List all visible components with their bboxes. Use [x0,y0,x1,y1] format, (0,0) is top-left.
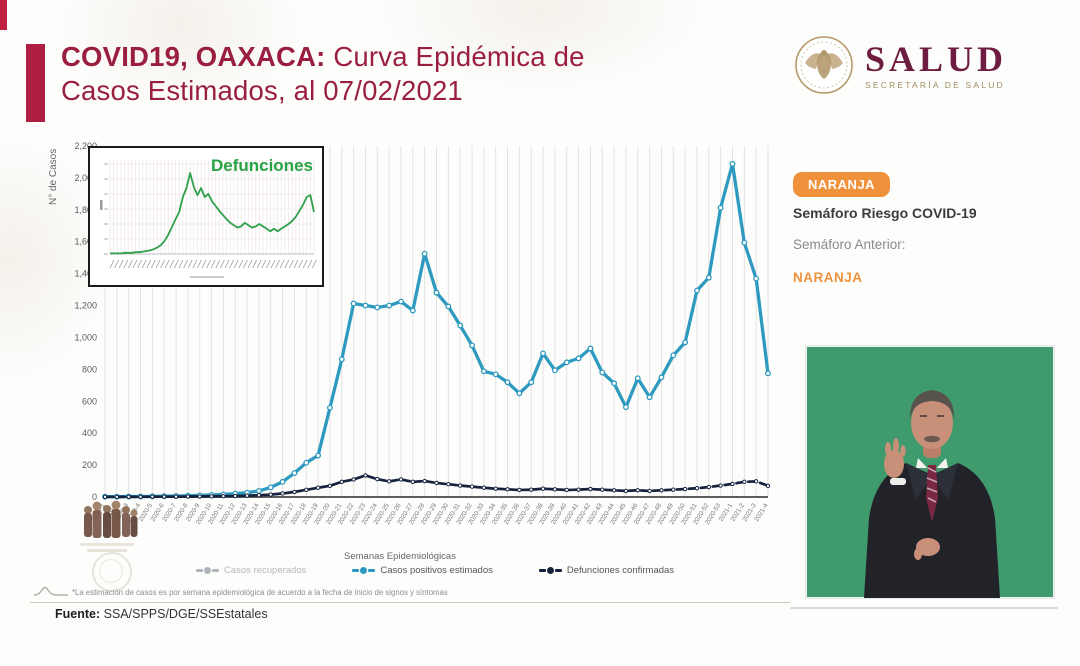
logo-title: SALUD [865,38,1008,79]
semaforo-label: Semáforo Riesgo COVID-19 [793,205,977,221]
legend-label: Defunciones confirmadas [566,565,675,576]
svg-text:1,400: 1,400 [74,269,97,279]
gobierno-figures-watermark [80,498,140,545]
video-frame-underline [790,607,1058,609]
title-accent-bar [26,44,45,122]
semaforo-previous-label: Semáforo Anterior: [793,237,906,252]
source-label: Fuente: [55,607,101,621]
main-chart-svg: 0 200 400 600 800 1,000 1,200 1,400 1,600 1,800 2,… [74,141,771,526]
page-title-line1: COVID19, OAXACA: Curva Epidémica de [61,40,585,74]
logo-subtitle: SECRETARÍA DE SALUD [865,79,1005,90]
legend-item-recuperados: Casos recuperados [196,565,306,576]
source-line: Fuente: SSA/SPPS/DGE/SSEstatales [55,607,268,621]
svg-text:1,800: 1,800 [74,205,97,215]
eagle-seal-icon [795,36,853,94]
page-title-rest: Curva Epidémica de [325,41,585,72]
legend-label: Casos recuperados [224,565,307,576]
svg-text:600: 600 [82,396,97,406]
inset-chart-svg [100,160,317,278]
legend-label: Casos positivos estimados [380,565,493,576]
chart-legend: Casos recuperados Casos positivos estima… [196,565,674,576]
source-value: SSA/SPPS/DGE/SSEstatales [103,607,268,621]
svg-text:2,000: 2,000 [74,173,97,183]
recuperados-marker-icon [196,567,219,574]
svg-text:0: 0 [92,492,97,502]
svg-text:1,000: 1,000 [74,332,97,342]
sign-language-interpreter-video [805,345,1055,599]
page-title-bold: COVID19, OAXACA: [61,41,326,72]
legend-item-defunciones: Defunciones confirmadas [538,565,675,576]
positivos-marker-icon [352,567,376,574]
semaforo-previous-value: NARANJA [793,270,863,285]
page-title-line2: Casos Estimados, al 07/02/2021 [61,75,463,107]
watermark-caption [80,540,134,555]
svg-text:200: 200 [82,460,97,470]
wave-logo-icon [33,586,68,596]
salud-logo: SALUD SECRETARÍA DE SALUD [793,34,1007,96]
inset-title: Defunciones [210,156,313,175]
svg-text:1,200: 1,200 [74,301,97,311]
defunciones-inset-chart: Defunciones [88,146,324,287]
svg-text:800: 800 [82,364,97,374]
y-axis-label: N° de Casos [48,148,59,205]
footnote: *La estimación de casos es por semana ep… [72,588,448,597]
page-title: COVID19, OAXACA: Curva Epidémica de Caso… [61,40,585,108]
svg-text:400: 400 [82,428,97,438]
epidemic-curve-chart: 0 200 400 600 800 1,000 1,200 1,400 1,600 1,800 2,… [30,138,775,558]
screen-edge-red-mark [0,0,7,30]
defunciones-marker-icon [538,567,562,574]
footer-divider [30,602,790,603]
interpreter-figure [805,345,1055,599]
watermark-seal [92,552,132,592]
x-axis-label: Semanas Epidemiológicas [344,551,456,562]
svg-text:2,200: 2,200 [74,141,97,151]
legend-item-positivos: Casos positivos estimados [352,565,493,576]
semaforo-badge: NARANJA [793,172,891,197]
svg-text:1,600: 1,600 [74,237,97,247]
